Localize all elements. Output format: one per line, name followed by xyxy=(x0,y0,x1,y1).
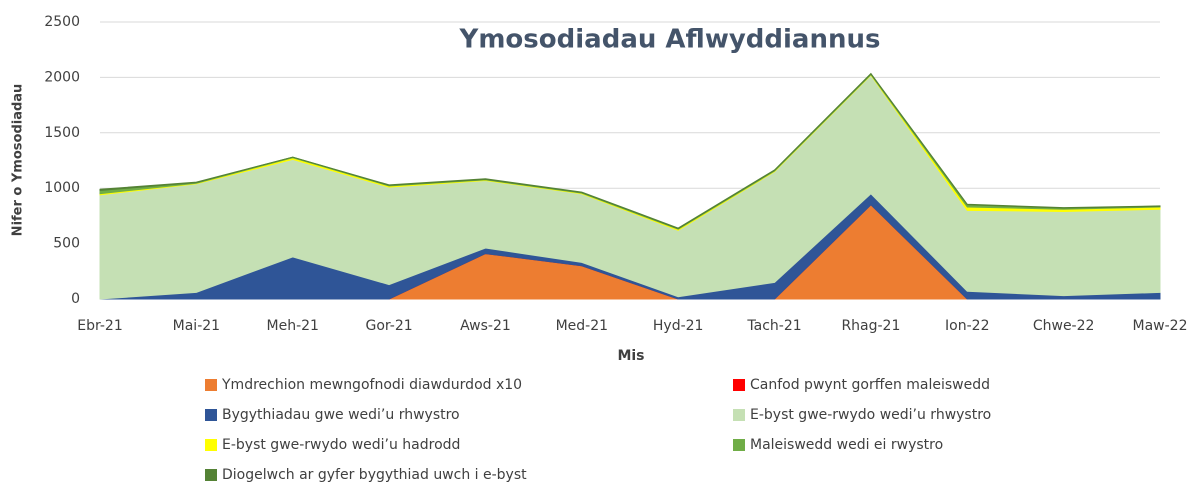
x-tick-label: Maw-22 xyxy=(1133,318,1188,334)
y-tick-label: 2000 xyxy=(44,69,80,85)
legend-swatch xyxy=(205,409,217,421)
legend-swatch xyxy=(205,469,217,481)
legend-label: Diogelwch ar gyfer bygythiad uwch i e-by… xyxy=(222,467,527,483)
x-tick-label: Ebr-21 xyxy=(77,318,122,334)
area xyxy=(99,72,1161,230)
legend-swatch xyxy=(205,379,217,391)
legend-swatch xyxy=(733,409,745,421)
x-tick-label: Aws-21 xyxy=(460,318,511,334)
y-tick-label: 2500 xyxy=(44,14,80,30)
y-axis-label: Nifer o Ymosodiadau xyxy=(11,84,26,237)
legend-swatch xyxy=(205,439,217,451)
y-tick-label: 500 xyxy=(53,236,80,252)
area xyxy=(99,74,1161,300)
x-tick-label: Ion-22 xyxy=(945,318,989,334)
x-tick-label: Meh-21 xyxy=(267,318,319,334)
x-tick-label: Mai-21 xyxy=(173,318,220,334)
legend-label: Canfod pwynt gorffen maleiswedd xyxy=(750,377,990,393)
x-tick-label: Gor-21 xyxy=(366,318,413,334)
x-tick-label: Med-21 xyxy=(556,318,608,334)
y-tick-label: 0 xyxy=(71,291,80,307)
legend-swatch xyxy=(733,379,745,391)
x-axis-label: Mis xyxy=(617,348,644,364)
legend-label: E-byst gwe-rwydo wedi’u hadrodd xyxy=(222,437,460,453)
y-tick-label: 1000 xyxy=(44,180,80,196)
x-tick-label: Chwe-22 xyxy=(1033,318,1095,334)
legend-swatch xyxy=(733,439,745,451)
x-tick-label: Hyd-21 xyxy=(653,318,704,334)
legend-label: E-byst gwe-rwydo wedi’u rhwystro xyxy=(750,407,991,423)
y-tick-label: 1500 xyxy=(44,125,80,141)
x-tick-label: Tach-21 xyxy=(746,318,801,334)
x-tick-label: Rhag-21 xyxy=(841,318,900,334)
legend-label: Maleiswedd wedi ei rwystro xyxy=(750,437,943,453)
legend-label: Bygythiadau gwe wedi’u rhwystro xyxy=(222,407,460,423)
legend-label: Ymdrechion mewngofnodi diawdurdod x10 xyxy=(221,377,522,393)
chart-title: Ymosodiadau Aflwyddiannus xyxy=(459,25,881,55)
